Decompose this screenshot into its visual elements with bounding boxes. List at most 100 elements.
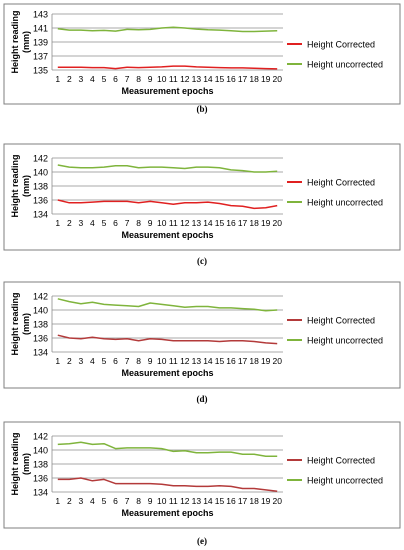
- series-line-height-corrected: [57, 334, 278, 345]
- x-tick-label: 8: [136, 496, 141, 506]
- x-tick-label: 18: [249, 496, 259, 506]
- x-tick-label: 1: [55, 218, 60, 228]
- x-axis-title: Measurement epochs: [121, 86, 213, 96]
- x-tick-label: 10: [157, 356, 167, 366]
- x-tick-label: 20: [272, 74, 282, 84]
- x-tick-label: 3: [79, 74, 84, 84]
- x-tick-label: 18: [249, 218, 259, 228]
- x-tick-label: 12: [180, 496, 190, 506]
- x-tick-label: 16: [226, 496, 236, 506]
- legend-label: Height Corrected: [307, 316, 375, 326]
- chart-frame: [3, 281, 401, 389]
- x-tick-label: 15: [215, 356, 225, 366]
- y-axis-title: Height reading: [10, 432, 20, 495]
- legend-label: Height uncorrected: [307, 198, 383, 208]
- x-tick-label: 17: [238, 356, 248, 366]
- series-line-height-uncorrected: [57, 164, 278, 173]
- y-tick-label: 135: [33, 66, 48, 76]
- legend-label: Height uncorrected: [307, 336, 383, 346]
- chart-frame: [3, 421, 401, 529]
- x-tick-label: 13: [192, 356, 202, 366]
- y-tick-label: 137: [33, 52, 48, 62]
- legend-label: Height uncorrected: [307, 476, 383, 486]
- x-tick-label: 15: [215, 218, 225, 228]
- x-tick-label: 1: [55, 356, 60, 366]
- x-tick-label: 3: [79, 496, 84, 506]
- chart-panel-b: 135 137 139 141 143 1 2 3 4 5 6 7 8 9 10 11 12 13 14 15 16 17…: [0, 0, 404, 116]
- legend-label: Height Corrected: [307, 178, 375, 188]
- x-tick-label: 16: [226, 74, 236, 84]
- chart-frame: [3, 143, 401, 251]
- x-tick-label: 2: [67, 218, 72, 228]
- x-tick-label: 11: [169, 356, 178, 366]
- x-tick-label: 19: [261, 356, 271, 366]
- x-tick-label: 2: [67, 74, 72, 84]
- x-tick-label: 7: [125, 356, 130, 366]
- x-tick-label: 3: [79, 356, 84, 366]
- y-tick-label: 142: [33, 292, 48, 302]
- x-tick-label: 13: [192, 218, 202, 228]
- y-tick-label: 138: [33, 182, 48, 192]
- caption-e: (e): [197, 536, 207, 546]
- x-tick-label: 13: [192, 74, 202, 84]
- x-tick-label: 4: [90, 356, 95, 366]
- series-line-height-corrected: [57, 199, 278, 210]
- x-tick-label: 8: [136, 74, 141, 84]
- x-tick-label: 2: [67, 356, 72, 366]
- caption-d: (d): [196, 394, 208, 404]
- x-tick-label: 18: [249, 74, 259, 84]
- y-tick-label: 139: [33, 38, 48, 48]
- x-tick-label: 16: [226, 218, 236, 228]
- y-axis-title: (mm): [21, 31, 31, 53]
- x-tick-label: 5: [102, 496, 107, 506]
- y-tick-label: 140: [33, 168, 48, 178]
- y-tick-label: 142: [33, 154, 48, 164]
- x-tick-label: 11: [169, 218, 178, 228]
- x-tick-label: 6: [113, 74, 118, 84]
- legend-label: Height uncorrected: [307, 60, 383, 70]
- y-axis-title: (mm): [21, 453, 31, 475]
- x-tick-label: 5: [102, 356, 107, 366]
- x-tick-label: 6: [113, 218, 118, 228]
- legend-label: Height Corrected: [307, 456, 375, 466]
- x-tick-label: 13: [192, 496, 202, 506]
- x-tick-label: 4: [90, 74, 95, 84]
- x-tick-label: 6: [113, 356, 118, 366]
- x-tick-label: 8: [136, 356, 141, 366]
- x-tick-label: 11: [169, 496, 178, 506]
- y-tick-label: 136: [33, 474, 48, 484]
- x-tick-label: 10: [157, 496, 167, 506]
- series-line-height-uncorrected: [57, 26, 278, 33]
- x-tick-label: 9: [148, 356, 153, 366]
- x-tick-label: 18: [249, 356, 259, 366]
- x-tick-label: 5: [102, 218, 107, 228]
- x-tick-label: 19: [261, 74, 271, 84]
- x-tick-label: 14: [203, 356, 213, 366]
- x-tick-label: 6: [113, 496, 118, 506]
- x-tick-label: 2: [67, 496, 72, 506]
- chart-panel-e: 134 136 138 140 142 1 2 3 4 5 6 7 8 9 10 11 12 13 14 15 16 17…: [0, 418, 404, 550]
- x-tick-label: 9: [148, 74, 153, 84]
- x-tick-label: 9: [148, 218, 153, 228]
- x-tick-label: 10: [157, 218, 167, 228]
- x-tick-label: 10: [157, 74, 167, 84]
- x-tick-label: 11: [169, 74, 178, 84]
- series-line-height-corrected: [57, 65, 278, 70]
- y-tick-label: 143: [33, 10, 48, 20]
- x-tick-label: 12: [180, 74, 190, 84]
- x-tick-label: 4: [90, 496, 95, 506]
- y-tick-label: 138: [33, 320, 48, 330]
- x-tick-label: 12: [180, 356, 190, 366]
- x-tick-label: 14: [203, 218, 213, 228]
- x-axis-title: Measurement epochs: [121, 230, 213, 240]
- x-tick-label: 20: [272, 218, 282, 228]
- x-tick-label: 7: [125, 496, 130, 506]
- x-tick-label: 17: [238, 218, 248, 228]
- x-axis-title: Measurement epochs: [121, 368, 213, 378]
- x-tick-label: 12: [180, 218, 190, 228]
- chart-panel-c: 134 136 138 140 142 1 2 3 4 5 6 7 8 9 10 11 12 13 14 15 16 17…: [0, 140, 404, 266]
- x-tick-label: 20: [272, 496, 282, 506]
- y-tick-label: 136: [33, 196, 48, 206]
